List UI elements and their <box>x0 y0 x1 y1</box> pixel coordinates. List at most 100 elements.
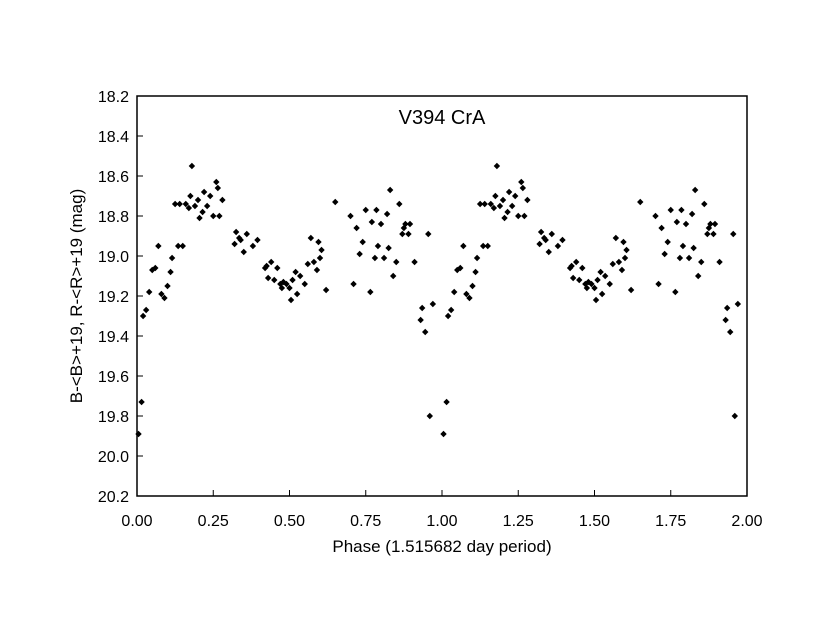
data-point <box>191 202 199 210</box>
chart-title: V394 CrA <box>399 107 486 129</box>
data-point <box>271 276 278 284</box>
data-point <box>472 268 479 276</box>
data-point <box>460 242 467 250</box>
data-point <box>422 328 429 336</box>
data-point <box>501 214 508 222</box>
data-point <box>612 234 620 242</box>
data-point <box>263 262 270 270</box>
data-point <box>359 238 366 246</box>
data-point <box>307 234 315 242</box>
data-point <box>332 198 339 206</box>
data-point <box>185 204 193 212</box>
data-point <box>402 220 409 228</box>
data-point <box>274 264 281 272</box>
data-point <box>362 206 369 214</box>
data-point <box>484 242 491 250</box>
data-point <box>542 236 549 244</box>
data-point <box>573 258 580 266</box>
data-point <box>466 294 473 302</box>
data-point <box>487 200 494 208</box>
data-point <box>615 258 623 266</box>
data-point <box>216 212 223 220</box>
x-ticks: 0.00 0.25 0.50 0.75 1.00 1.25 1.50 1.75 2.00 <box>121 490 763 530</box>
y-tick-label: 19.2 <box>98 289 129 306</box>
data-point <box>405 230 412 238</box>
data-point <box>158 290 165 298</box>
data-point <box>661 250 668 258</box>
data-point <box>200 188 208 196</box>
data-point <box>731 412 738 420</box>
x-tick-label: 1.25 <box>503 513 534 530</box>
data-point <box>310 258 318 266</box>
data-point <box>196 214 203 222</box>
data-point <box>139 312 147 320</box>
data-point <box>417 316 424 324</box>
data-point <box>678 206 685 214</box>
data-point <box>240 248 247 256</box>
data-point <box>219 196 226 204</box>
data-point <box>164 282 171 290</box>
data-points <box>135 162 742 438</box>
data-point <box>304 260 311 268</box>
data-point <box>393 258 400 266</box>
data-point <box>676 254 684 262</box>
data-point <box>380 254 388 262</box>
data-point <box>499 196 507 204</box>
data-point <box>249 242 257 250</box>
data-point <box>426 412 433 420</box>
data-point <box>597 268 604 276</box>
data-point <box>350 280 357 288</box>
data-point <box>373 206 380 214</box>
data-point <box>655 280 662 288</box>
data-point <box>264 274 272 282</box>
data-point <box>621 254 629 262</box>
data-point <box>620 238 627 246</box>
x-tick-label: 0.75 <box>350 513 381 530</box>
data-point <box>490 204 498 212</box>
data-point <box>569 274 577 282</box>
data-point <box>315 238 322 246</box>
data-point <box>583 284 591 292</box>
data-point <box>637 198 644 206</box>
data-point <box>469 282 476 290</box>
data-point <box>149 266 156 274</box>
data-point <box>406 220 414 228</box>
x-tick-label: 2.00 <box>731 513 762 530</box>
data-point <box>727 328 734 336</box>
data-point <box>425 230 432 238</box>
data-point <box>576 276 583 284</box>
data-point <box>374 242 382 250</box>
data-point <box>440 430 447 438</box>
data-point <box>710 230 717 238</box>
data-point <box>695 272 702 280</box>
data-point <box>356 250 363 258</box>
data-point <box>476 200 484 208</box>
data-point <box>701 200 708 208</box>
data-point <box>254 236 261 244</box>
data-point <box>518 178 525 186</box>
data-point <box>479 242 487 250</box>
data-point <box>493 162 501 170</box>
data-point <box>142 306 150 314</box>
data-point <box>598 290 606 298</box>
data-point <box>318 246 325 254</box>
data-point <box>386 186 394 194</box>
data-point <box>283 280 290 288</box>
y-tick-label: 20.2 <box>98 489 129 506</box>
data-point <box>316 254 324 262</box>
data-point <box>463 290 470 298</box>
data-point <box>199 208 206 216</box>
data-point <box>155 242 162 250</box>
data-point <box>292 268 299 276</box>
data-point <box>554 242 562 250</box>
data-point <box>418 304 426 312</box>
data-point <box>716 258 723 266</box>
y-tick-label: 18.2 <box>98 89 129 106</box>
data-point <box>187 192 194 200</box>
data-point <box>734 300 742 308</box>
data-point <box>213 178 220 186</box>
x-tick-label: 1.75 <box>655 513 686 530</box>
data-point <box>618 266 626 274</box>
data-point <box>548 230 555 238</box>
